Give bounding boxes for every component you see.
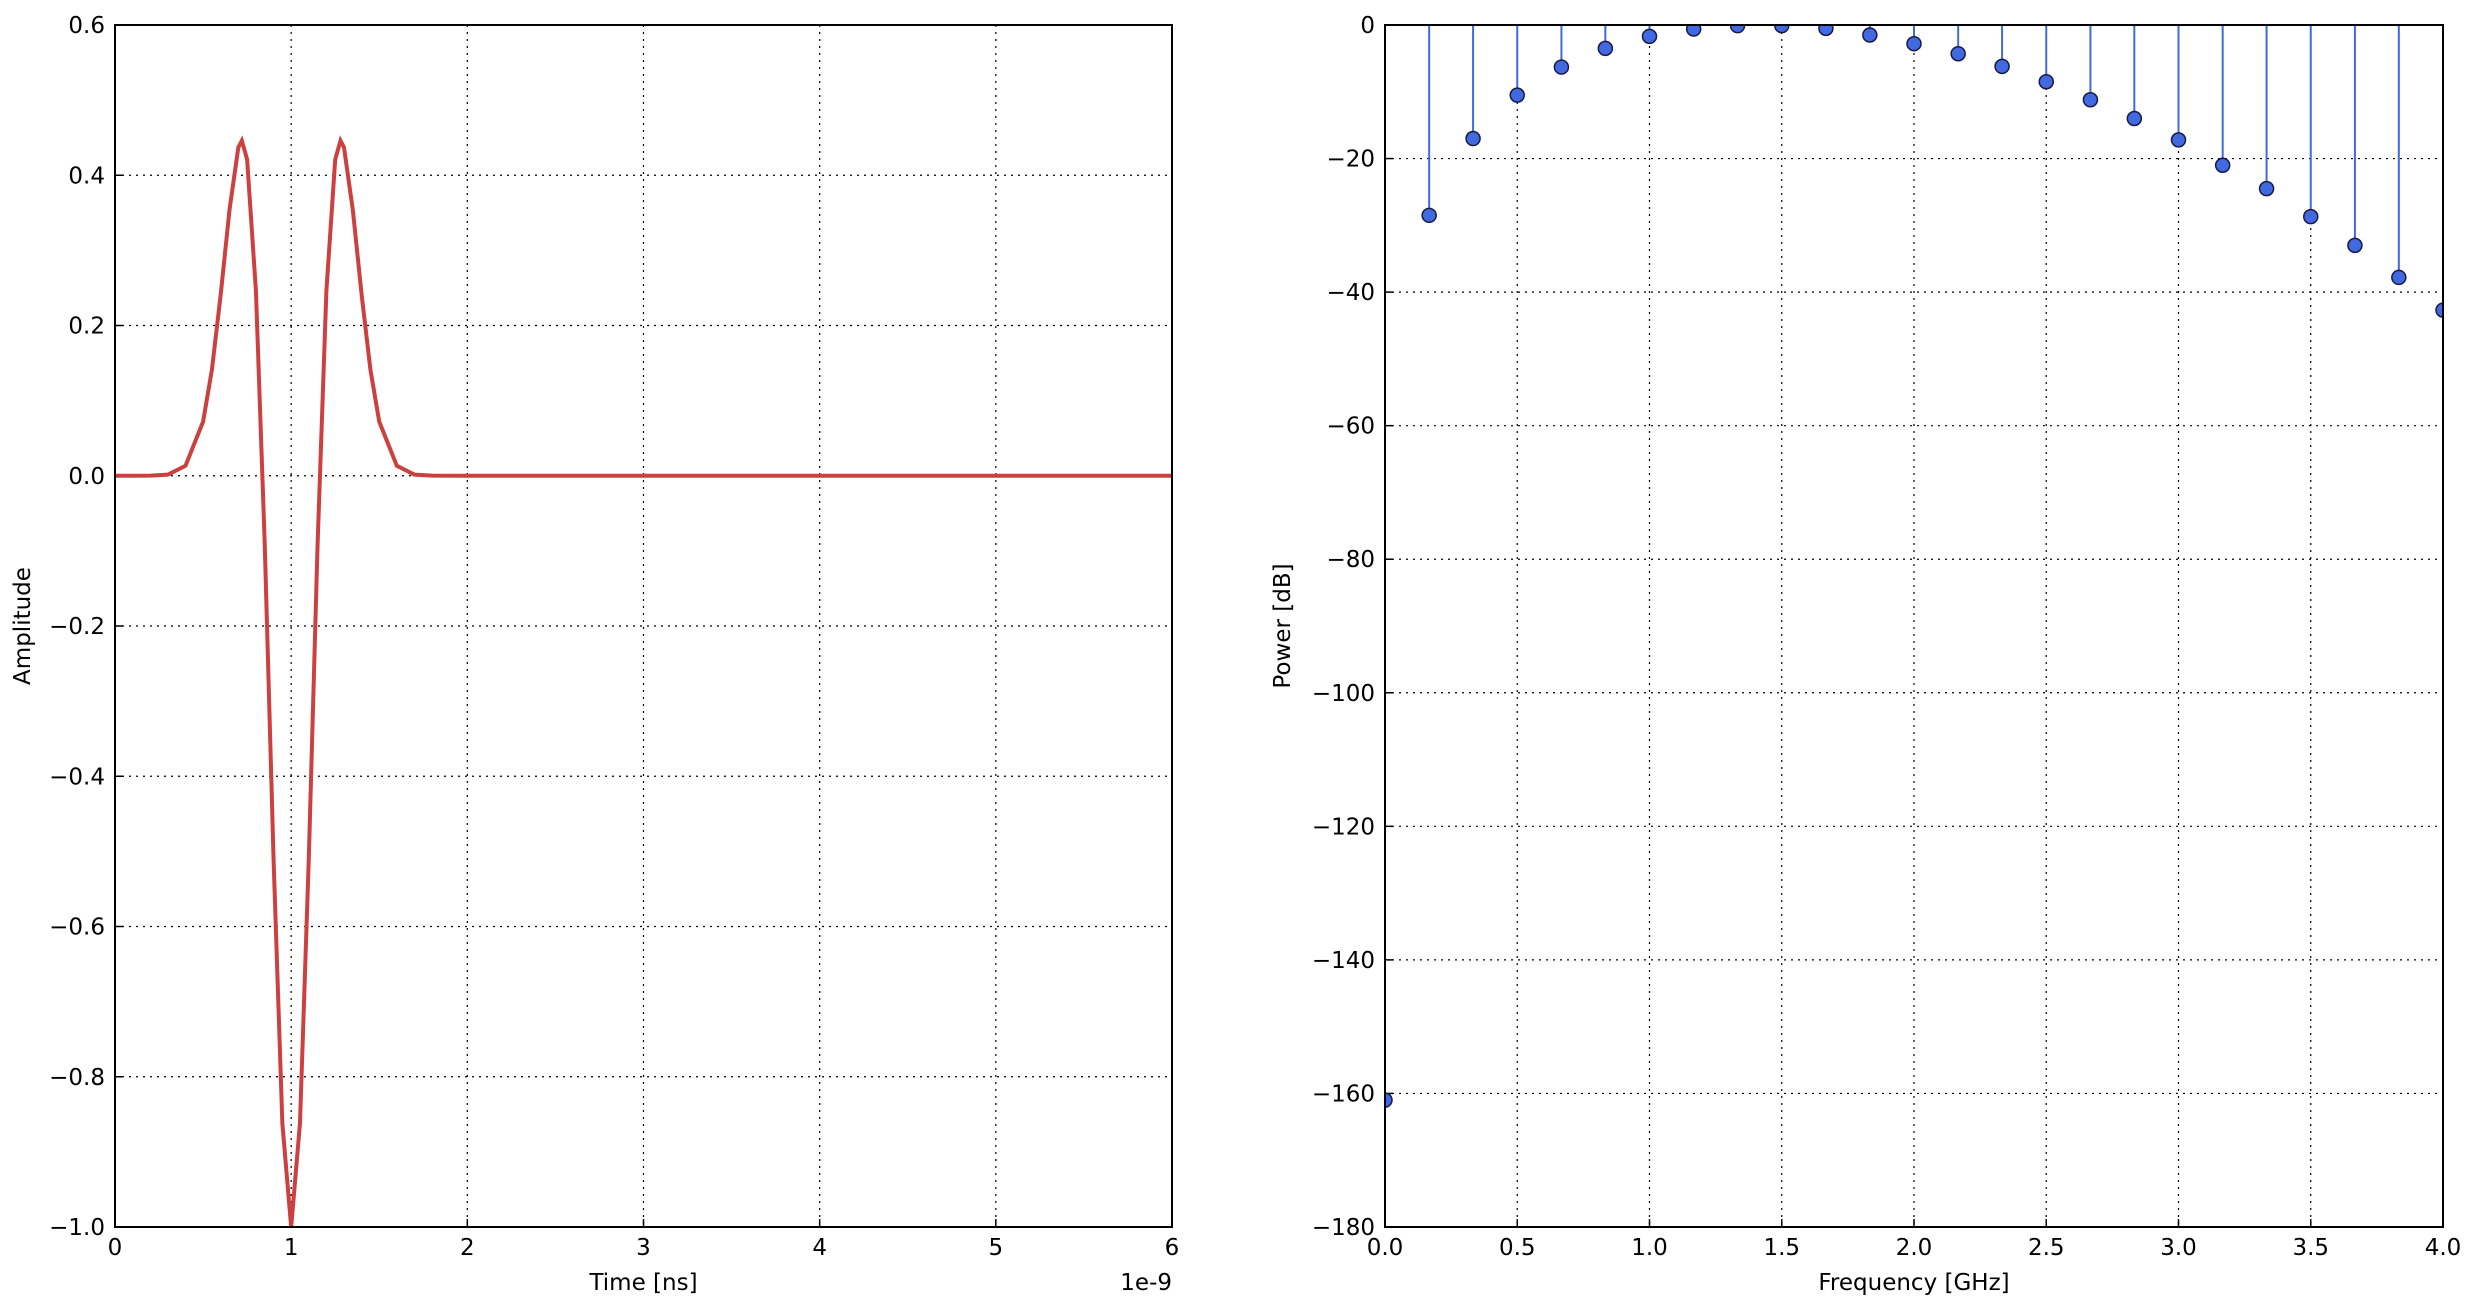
x-tick-label: 3 [636,1235,651,1261]
x-tick-label: 0 [108,1235,123,1261]
stem-marker [1597,40,1614,57]
stem-marker [1818,25,1834,37]
stem-marker [1641,28,1658,45]
y-tick-label: −80 [1326,547,1375,573]
stem-marker [1509,87,1525,103]
plot: 0.0 0.5 1.0 1.5 2.0 2.5 3.0 3.5 4.0 −180 −160 −140 −… [1270,13,2461,1296]
y-tick-label: −160 [1312,1081,1375,1107]
y-tick-label: −1.0 [49,1215,105,1241]
stem-marker [1465,130,1481,147]
stem-marker [2391,269,2407,286]
stem-marker [1685,25,1702,37]
y-tick-label: 0.0 [68,464,105,490]
stem-marker [1906,35,1922,52]
stem-marker [2347,237,2363,254]
x-tick-label: 3.5 [2292,1235,2329,1261]
y-tick-label: −40 [1326,280,1375,306]
y-tick-label: −20 [1326,147,1375,173]
series [115,135,1172,1227]
x-axis-label: Time [ns] [588,1270,697,1296]
x-tick-label: 4 [812,1235,827,1261]
stem-marker [2303,208,2319,225]
y-tick-label: −180 [1312,1215,1375,1241]
x-tick-label: 2.5 [2028,1235,2065,1261]
y-tick-label: −120 [1312,814,1375,840]
stem-marker [2435,302,2443,318]
y-tick-label: 0.2 [68,314,105,340]
y-tick-label: 0 [1360,13,1375,39]
x-tick-label: 1.0 [1631,1235,1668,1261]
y-tick-label: 0.4 [68,163,105,189]
plot: 0 1 2 3 4 5 6 −1.0 −0.8 −0.6 −0.4 −0.2 0.0 0.2 0.4 0.6 T… [10,13,1179,1296]
axes-frame [1384,24,2444,1228]
axes-frame [114,24,1173,1228]
x-tick-label: 0.5 [1499,1235,1536,1261]
stem-marker [1553,59,1570,75]
x-axis-label: Frequency [GHz] [1818,1270,2009,1296]
stem-marker [2082,92,2099,108]
stem-marker [1421,207,1437,224]
x-tick-label: 2 [460,1235,475,1261]
stem-marker [2170,132,2187,148]
x-offset-label: 1e-9 [1120,1270,1172,1296]
y-tick-label: −0.2 [49,614,105,640]
stem-marker [1950,45,1966,62]
series [1385,25,2443,1108]
y-axis-label: Power [dB] [1270,563,1296,688]
stem-marker [2214,157,2231,173]
stem-marker [2258,180,2275,197]
x-tick-label: 1.5 [1763,1235,1800,1261]
x-tick-label: 1 [284,1235,299,1261]
y-tick-label: −100 [1312,681,1375,707]
y-axis-label: Amplitude [10,567,36,685]
stem-marker [1385,1092,1393,1108]
stem-marker [1862,27,1878,43]
y-tick-label: −140 [1312,948,1375,974]
x-tick-label: 4.0 [2425,1235,2462,1261]
stem-marker [1994,58,2010,75]
x-tick-label: 6 [1165,1235,1180,1261]
stem-marker [2038,74,2054,90]
stem-marker [2126,110,2143,127]
y-tick-label: −0.6 [49,915,105,941]
x-tick-label: 2.0 [1896,1235,1933,1261]
line [115,135,1172,1227]
x-tick-label: 3.0 [2160,1235,2197,1261]
x-tick-label: 0.0 [1367,1235,1404,1261]
y-tick-label: −0.4 [49,764,105,790]
y-tick-label: −60 [1326,414,1375,440]
y-tick-label: 0.6 [68,13,105,39]
x-tick-label: 5 [989,1235,1004,1261]
y-tick-label: −0.8 [49,1065,105,1091]
